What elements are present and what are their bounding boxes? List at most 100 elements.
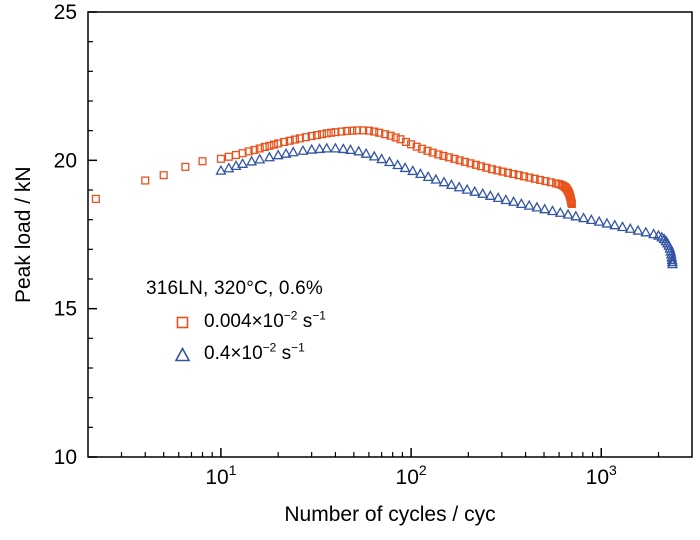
data-point-triangle: [321, 142, 333, 153]
data-point-square: [417, 144, 426, 153]
data-point-square: [520, 172, 529, 181]
data-point-triangle: [570, 210, 582, 221]
legend: 316LN, 320°C, 0.6% 0.004×10−2 s−1 0.4×10…: [146, 278, 326, 375]
data-point-square: [396, 135, 405, 144]
data-point-square: [274, 139, 283, 148]
data-point-triangle: [287, 146, 299, 157]
square-marker-shape: [176, 316, 189, 328]
data-point-triangle: [422, 170, 434, 181]
data-point-triangle: [484, 189, 496, 200]
legend-label-part: 0.004: [204, 311, 252, 332]
data-point-square: [482, 163, 491, 172]
data-point-square: [476, 162, 486, 171]
data-point-square: [391, 133, 400, 142]
data-point-square: [250, 145, 259, 155]
x-axis-label: Number of cycles / cyc: [284, 503, 496, 526]
legend-label-exponent: −2: [262, 340, 277, 355]
data-point-square: [159, 171, 168, 180]
data-point-square: [290, 135, 299, 144]
square-marker-icon: [176, 316, 189, 328]
data-point-square: [337, 127, 346, 136]
data-point-square: [428, 148, 437, 157]
triangle-marker-shape: [174, 346, 191, 361]
data-point-triangle: [601, 217, 613, 228]
data-point-square: [525, 173, 534, 182]
legend-annotation: 316LN, 320°C, 0.6%: [146, 278, 324, 299]
data-point-square: [359, 126, 368, 135]
data-point-triangle: [314, 143, 326, 154]
data-point-triangle: [667, 258, 679, 269]
data-point-triangle: [477, 187, 489, 198]
data-point-square: [460, 157, 470, 166]
data-point-square: [471, 160, 480, 169]
data-point-triangle: [407, 165, 419, 176]
data-point-triangle: [237, 157, 249, 168]
x-tick-label: 102: [396, 462, 427, 489]
data-point-square: [181, 162, 190, 171]
data-point-triangle: [666, 256, 678, 267]
data-point-triangle: [376, 153, 388, 164]
data-point-square: [509, 169, 518, 179]
data-point-triangle: [280, 147, 292, 158]
data-point-square: [238, 149, 247, 158]
data-point-triangle: [392, 159, 404, 170]
data-point-square: [224, 152, 233, 161]
data-point-square: [269, 140, 278, 149]
legend-label-part: ×10: [251, 311, 284, 332]
data-point-triangle: [632, 224, 644, 235]
data-point-square: [255, 144, 264, 153]
legend-label-exponent: −1: [312, 308, 326, 323]
data-point-square: [381, 130, 390, 139]
data-point-triangle: [223, 162, 235, 173]
data-point-square: [407, 140, 416, 149]
legend-label-part: s: [297, 311, 313, 332]
data-point-square: [450, 154, 459, 163]
data-point-triangle: [656, 231, 668, 242]
data-point-square: [370, 127, 379, 136]
data-point-square: [434, 150, 443, 159]
y-tick-label: 15: [54, 298, 77, 321]
data-point-triangle: [368, 150, 380, 161]
legend-label-part: s: [276, 343, 292, 364]
legend-label-part: ×10: [230, 343, 263, 364]
x-tick-label: 101: [205, 462, 236, 489]
data-point-triangle: [230, 160, 242, 171]
data-point-square: [322, 129, 331, 138]
data-point-triangle: [272, 149, 284, 160]
legend-label-fast-rate: 0.4×10−2 s−1: [204, 340, 305, 365]
data-point-triangle: [531, 201, 543, 212]
data-point-triangle: [399, 162, 411, 173]
data-point-square: [285, 136, 294, 145]
data-point-square: [375, 128, 384, 137]
data-point-square: [91, 194, 100, 203]
data-point-triangle: [508, 195, 520, 206]
data-point-triangle: [554, 206, 566, 217]
data-point-triangle: [515, 197, 527, 208]
data-point-triangle: [414, 168, 426, 179]
data-point-square: [541, 177, 550, 186]
data-point-square: [331, 128, 340, 137]
data-point-triangle: [523, 199, 535, 210]
data-point-triangle: [215, 164, 227, 175]
data-point-triangle: [254, 153, 266, 164]
data-point-square: [444, 153, 453, 162]
data-point-square: [530, 174, 539, 183]
y-tick-label: 20: [54, 149, 77, 172]
legend-item-slow-rate: 0.004×10−2 s−1: [146, 308, 326, 333]
triangle-marker-icon: [174, 346, 191, 361]
data-point-triangle: [306, 143, 318, 154]
data-point-square: [280, 137, 289, 146]
data-point-triangle: [616, 221, 628, 232]
y-axis-label: Peak load / kN: [12, 166, 35, 303]
data-point-square: [348, 126, 357, 135]
data-point-triangle: [353, 145, 365, 156]
data-point-triangle: [585, 214, 597, 225]
data-point-square: [567, 199, 576, 208]
data-point-triangle: [438, 176, 450, 187]
legend-label-part: 0.4: [204, 343, 231, 364]
data-point-square: [198, 157, 207, 166]
data-point-square: [216, 154, 225, 163]
data-point-square: [493, 166, 502, 175]
